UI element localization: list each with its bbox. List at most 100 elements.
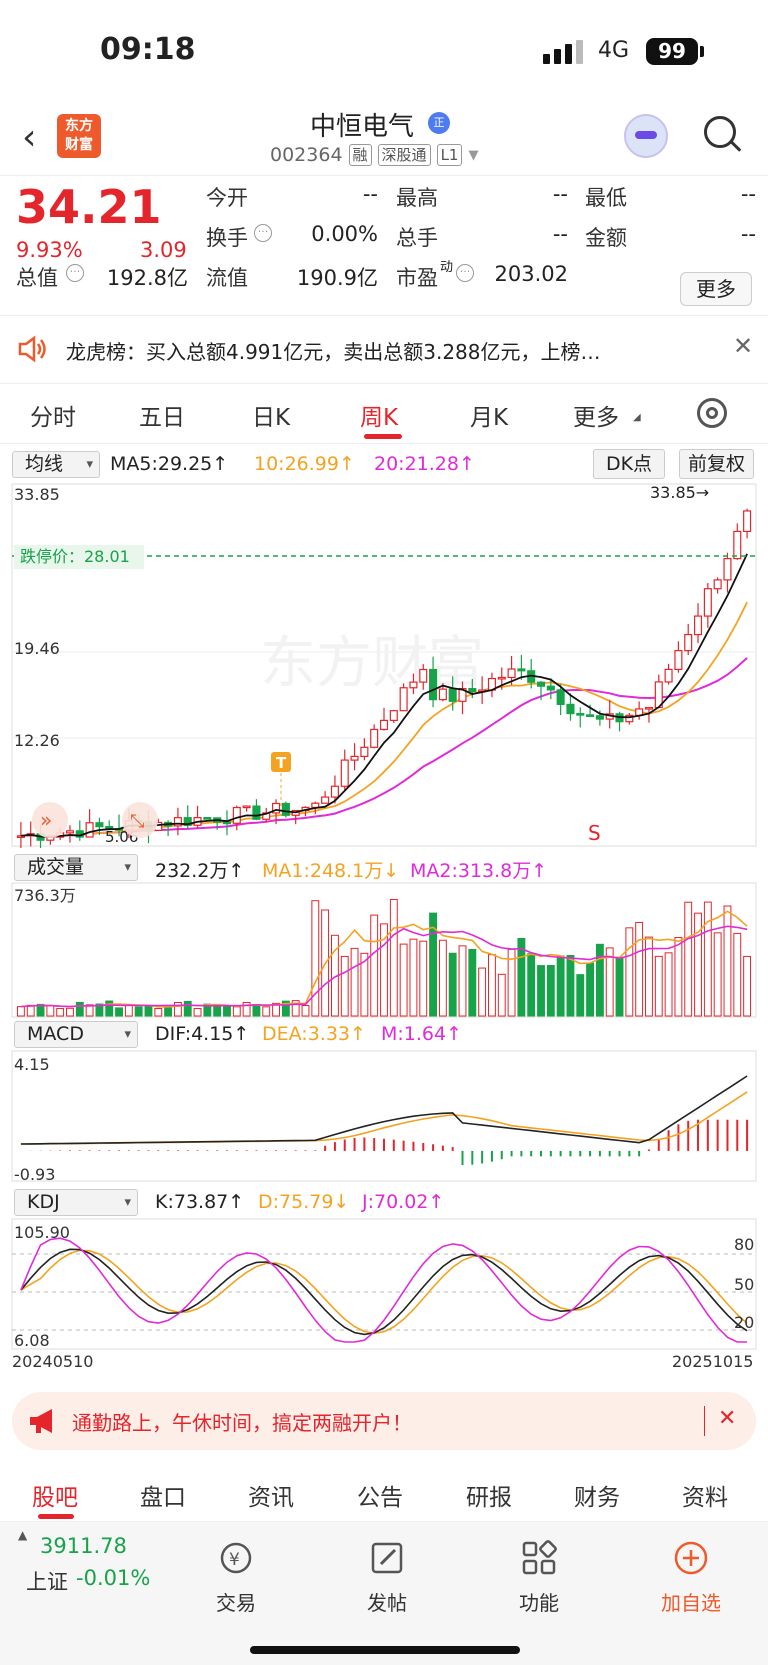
volume-chart[interactable]: 736.3万	[0, 882, 768, 1018]
volume-bar	[301, 1004, 310, 1017]
tag-level[interactable]: L1	[436, 144, 463, 166]
candle-body	[85, 822, 94, 838]
candle-body	[222, 821, 232, 825]
volume-bar	[438, 939, 447, 1017]
battery-tip	[700, 46, 704, 57]
chevron-down-icon[interactable]: ▼	[468, 147, 479, 163]
trade-button[interactable]: ¥ 交易	[191, 1540, 281, 1616]
index-value[interactable]: 3911.78	[40, 1534, 127, 1558]
stock-name: 中恒电气	[310, 112, 415, 142]
volume-bar	[733, 932, 742, 1017]
close-icon[interactable]: ✕	[733, 332, 754, 360]
candle-body	[281, 802, 290, 816]
add-watchlist-button[interactable]: 加自选	[646, 1540, 736, 1616]
tab-weekly-k[interactable]: 周K	[360, 405, 399, 431]
macd-y-max: 4.15	[14, 1055, 50, 1074]
expand-left-icon[interactable]	[32, 802, 68, 838]
candle-body	[429, 668, 438, 701]
tab-research[interactable]: 研报	[466, 1485, 512, 1511]
volume-ma1: MA1:248.1万↓	[262, 860, 400, 882]
ma-selector[interactable]: 均线	[12, 451, 100, 478]
limit-down-label: 跌停价：28.01	[20, 547, 130, 566]
macd-chart[interactable]: 4.15 -0.93	[0, 1050, 768, 1182]
volume-bar	[448, 952, 457, 1017]
more-button[interactable]: 更多	[680, 272, 752, 306]
svg-text:⤡: ⤡	[130, 811, 144, 832]
battery-icon: 99	[646, 38, 698, 65]
candle-body	[674, 650, 683, 671]
tab-orderbook[interactable]: 盘口	[140, 1485, 186, 1511]
volume-bar	[478, 967, 487, 1017]
close-icon[interactable]: ✕	[718, 1406, 737, 1431]
info-icon[interactable]: ···	[456, 264, 474, 282]
tab-forum[interactable]: 股吧	[32, 1485, 78, 1511]
macd-selector[interactable]: MACD	[14, 1021, 138, 1048]
t-marker-bg	[271, 752, 291, 772]
tab-profile[interactable]: 资料	[682, 1485, 728, 1511]
tab-financials[interactable]: 财务	[574, 1485, 620, 1511]
plus-circle-icon	[674, 1541, 708, 1575]
index-name[interactable]: 上证	[26, 1570, 68, 1594]
kdj-chart[interactable]: 105.90 6.08 80 50 20	[0, 1218, 768, 1350]
volume-bar	[605, 947, 614, 1017]
s-marker[interactable]: S	[588, 821, 601, 845]
volume-bar	[232, 1006, 241, 1017]
candle-body	[595, 715, 604, 720]
kdj-selector[interactable]: KDJ	[14, 1189, 138, 1216]
caret-up-icon: ▲	[18, 1528, 28, 1542]
functions-button[interactable]: 功能	[494, 1540, 584, 1616]
macd-dif: DIF:4.15↑	[155, 1023, 250, 1045]
search-icon[interactable]	[704, 116, 736, 148]
candle-body	[232, 806, 241, 824]
back-icon[interactable]: ‹	[22, 117, 37, 158]
t-marker[interactable]: T	[276, 754, 287, 772]
assistant-robot-icon[interactable]	[624, 114, 668, 158]
tab-intraday[interactable]: 分时	[30, 405, 76, 431]
info-icon[interactable]: ···	[254, 224, 272, 242]
chart-period-tabs: 分时 五日 日K 周K 月K 更多 ◢	[0, 384, 768, 444]
volume-bar	[85, 1004, 94, 1017]
gear-icon[interactable]	[697, 398, 727, 428]
volume-value: --	[552, 222, 568, 246]
fullscreen-icon[interactable]	[122, 802, 158, 838]
kdj-level-20: 20	[734, 1313, 754, 1332]
index-change[interactable]: -0.01%	[76, 1566, 151, 1590]
candle-body	[576, 712, 585, 716]
turnover-value: 0.00%	[311, 222, 378, 246]
candle-body	[497, 676, 506, 680]
volume-bar	[223, 1005, 231, 1017]
post-button[interactable]: 发帖	[342, 1540, 432, 1616]
volume-bar	[537, 965, 545, 1017]
trade-icon: ¥	[220, 1542, 252, 1574]
caret-icon: ◢	[633, 412, 641, 423]
high-value: --	[552, 182, 568, 206]
promo-banner[interactable]: 通勤路上，午休时间，搞定两融开户！ ✕	[12, 1392, 756, 1450]
tab-more[interactable]: 更多	[573, 405, 619, 431]
volume-bar	[380, 923, 388, 1017]
tab-daily-k[interactable]: 日K	[252, 405, 291, 431]
candle-body	[693, 615, 703, 636]
adjust-button[interactable]: 前复权	[679, 449, 754, 479]
dk-point-button[interactable]: DK点	[593, 449, 665, 479]
date-start: 20240510	[12, 1352, 94, 1371]
tab-five-day[interactable]: 五日	[139, 405, 185, 431]
network-type: 4G	[598, 38, 630, 63]
stock-code: 002364	[270, 144, 343, 166]
tab-monthly-k[interactable]: 月K	[470, 405, 509, 431]
kdj-level-50: 50	[734, 1275, 754, 1294]
last-price: 34.21	[16, 180, 162, 234]
candlestick-chart[interactable]: 东方财富 跌停价：28.01 33.85 19.46 12.26 33.85→ …	[0, 482, 768, 848]
volume-bar	[46, 1005, 55, 1017]
tab-news[interactable]: 资讯	[248, 1485, 294, 1511]
bottom-dock: ▲ 3911.78 上证 -0.01% ¥ 交易 发帖 功能 加自选	[0, 1522, 768, 1665]
candle-body	[360, 746, 369, 758]
date-end: 20251015	[672, 1352, 754, 1371]
volume-ma2: MA2:313.8万↑	[410, 860, 548, 882]
app-logo: 东方 财富	[57, 114, 101, 158]
ma5-legend: MA5:29.25↑	[110, 453, 229, 475]
volume-bar	[703, 901, 712, 1017]
notice-bar[interactable]: 龙虎榜：买入总额4.991亿元，卖出总额3.288亿元，上榜… ✕	[0, 316, 768, 384]
info-icon[interactable]: ···	[66, 264, 84, 282]
volume-selector[interactable]: 成交量	[14, 854, 138, 881]
tab-announcements[interactable]: 公告	[357, 1485, 403, 1511]
